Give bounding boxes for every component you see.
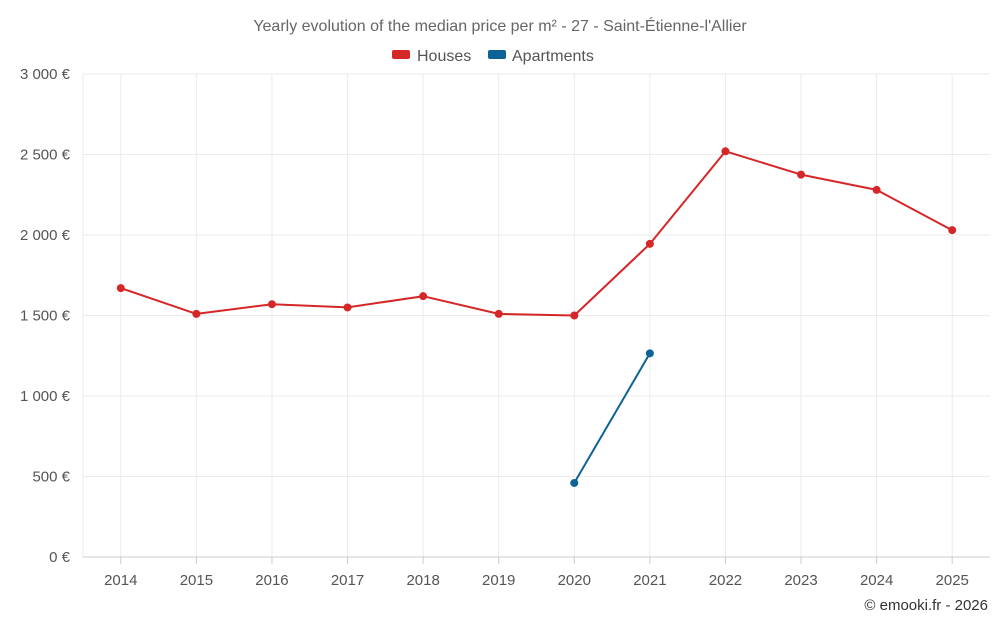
data-point-houses[interactable]: [570, 311, 579, 320]
legend-label-apartments: Apartments: [512, 48, 594, 65]
legend-item-apartments[interactable]: Apartments: [488, 48, 594, 65]
y-tick-label: 3 000 €: [20, 66, 71, 83]
data-point-apartments[interactable]: [570, 478, 579, 487]
y-tick-label: 500 €: [32, 469, 70, 486]
legend-swatch-apartments: [488, 50, 506, 59]
legend: Houses Apartments: [392, 48, 594, 65]
x-tick-label: 2016: [255, 572, 288, 589]
legend-item-houses[interactable]: Houses: [392, 48, 471, 65]
axes: 0 € 500 € 1 000 € 1 500 € 2 000 € 2 500 € 3 00…: [20, 66, 990, 589]
x-tick-label: 2015: [180, 572, 213, 589]
data-point-houses[interactable]: [872, 185, 881, 194]
y-tick-label: 2 500 €: [20, 147, 71, 164]
y-tick-label: 2 000 €: [20, 227, 71, 244]
data-point-houses[interactable]: [116, 284, 125, 293]
series: [116, 147, 957, 487]
data-point-houses[interactable]: [948, 226, 957, 235]
data-point-houses[interactable]: [419, 292, 428, 301]
x-tick-label: 2024: [860, 572, 893, 589]
x-tick-label: 2023: [784, 572, 817, 589]
data-point-houses[interactable]: [192, 309, 201, 318]
legend-swatch-houses: [392, 50, 410, 59]
x-tick-label: 2020: [558, 572, 591, 589]
data-point-houses[interactable]: [267, 300, 276, 309]
x-tick-label: 2025: [936, 572, 969, 589]
series-line-apartments: [573, 352, 651, 484]
y-tick-label: 1 500 €: [20, 308, 71, 325]
x-tick-label: 2019: [482, 572, 515, 589]
data-point-houses[interactable]: [797, 170, 806, 179]
data-point-houses[interactable]: [494, 309, 503, 318]
credit-text: © emooki.fr - 2026: [864, 597, 988, 614]
x-tick-label: 2021: [633, 572, 666, 589]
data-point-apartments[interactable]: [645, 349, 654, 358]
data-point-houses[interactable]: [645, 239, 654, 248]
chart-title: Yearly evolution of the median price per…: [253, 16, 747, 35]
x-tick-label: 2017: [331, 572, 364, 589]
data-point-houses[interactable]: [721, 147, 730, 156]
y-tick-label: 0 €: [49, 549, 71, 566]
x-tick-label: 2022: [709, 572, 742, 589]
series-line-houses: [120, 150, 953, 317]
x-tick-label: 2018: [406, 572, 439, 589]
legend-label-houses: Houses: [417, 48, 471, 65]
y-tick-label: 1 000 €: [20, 388, 71, 405]
x-tick-label: 2014: [104, 572, 137, 589]
data-point-houses[interactable]: [343, 303, 352, 312]
